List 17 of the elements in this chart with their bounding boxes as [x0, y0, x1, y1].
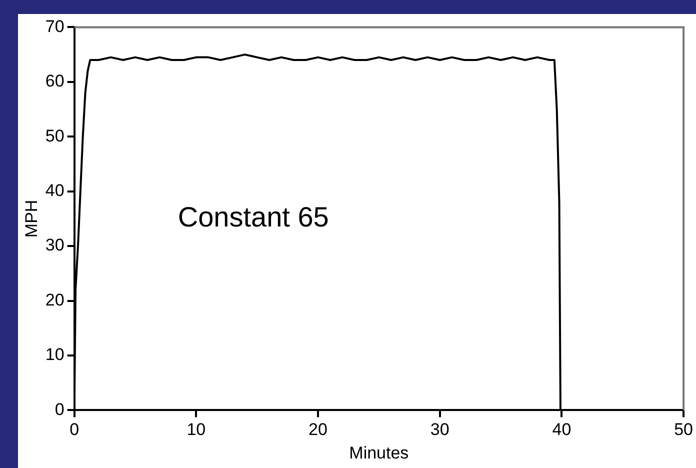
y-axis-title: MPH — [22, 200, 41, 238]
x-tick-label: 40 — [552, 420, 572, 440]
annotation: Constant 65 — [178, 201, 329, 232]
y-tick-label: 40 — [45, 181, 64, 200]
y-tick-label: 70 — [45, 16, 64, 36]
x-axis-title: Minutes — [349, 443, 409, 462]
x-tick-label: 50 — [674, 420, 694, 440]
y-tick-label: 60 — [45, 72, 64, 91]
y-tick-label: 20 — [45, 290, 64, 310]
x-tick-label: 10 — [186, 420, 206, 440]
y-tick-label: 50 — [45, 126, 64, 146]
x-tick-label: 30 — [430, 420, 450, 440]
y-tick-label: 30 — [45, 236, 64, 255]
y-tick-label: 10 — [45, 345, 64, 364]
x-tick-label: 20 — [308, 420, 328, 440]
x-tick-label: 0 — [70, 420, 80, 440]
y-tick-label: 0 — [54, 400, 64, 419]
